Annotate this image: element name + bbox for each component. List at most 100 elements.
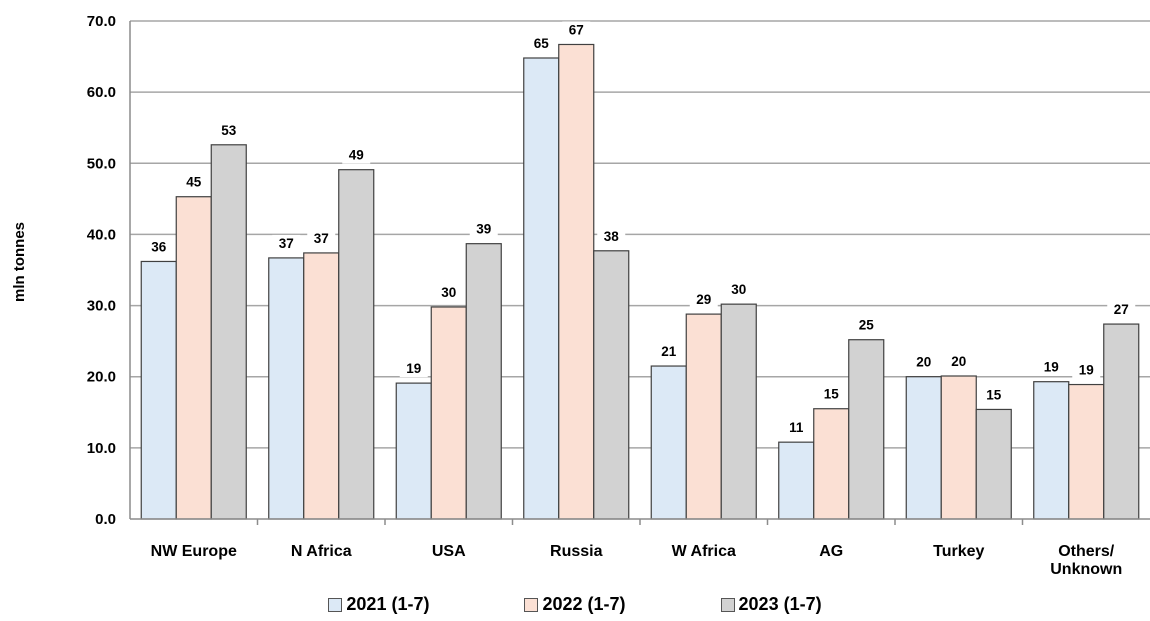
data-label-bg: [527, 34, 556, 52]
legend-label: 2021 (1-7): [346, 594, 430, 614]
data-label: 20: [951, 354, 966, 369]
data-label-bg: [342, 146, 371, 164]
bar: [338, 169, 375, 520]
bar: [813, 408, 850, 520]
legend-item: 2023 (1-7): [720, 594, 822, 615]
legend-item: 2022 (1-7): [524, 594, 626, 615]
y-tick-label: 20.0: [87, 369, 116, 386]
data-label-bg: [1107, 301, 1136, 319]
data-label-bg: [909, 353, 938, 371]
data-label-bg: [782, 419, 811, 437]
legend: 2021 (1-7) 2022 (1-7) 2023 (1-7): [0, 594, 1150, 615]
data-label: 11: [789, 420, 804, 435]
x-tick-label: N Africa: [291, 543, 352, 560]
bar: [778, 441, 815, 520]
x-tick-label: W Africa: [672, 543, 736, 560]
bar: [848, 339, 885, 520]
data-label: 19: [1044, 360, 1059, 375]
data-label-bg: [214, 121, 243, 139]
data-label: 19: [1079, 363, 1094, 378]
bar: [975, 408, 1012, 520]
legend-swatch: [720, 597, 735, 612]
bar: [523, 57, 560, 520]
data-label: 30: [441, 285, 456, 300]
y-tick-label: 60.0: [87, 84, 116, 101]
data-label: 65: [534, 36, 550, 51]
bar: [685, 313, 722, 520]
bar: [650, 365, 687, 520]
data-label: 45: [186, 175, 202, 190]
data-label: 21: [661, 344, 677, 359]
y-tick-label: 40.0: [87, 226, 116, 243]
data-label-bg: [399, 360, 428, 378]
data-label-bg: [689, 291, 718, 309]
y-axis-label: mln tonnes: [11, 222, 28, 302]
y-tick-label: 70.0: [87, 13, 116, 30]
bar: [395, 382, 432, 520]
x-tick-label: NW Europe: [151, 543, 237, 560]
data-label: 38: [604, 229, 620, 244]
data-label-bg: [272, 234, 301, 252]
y-tick-label: 30.0: [87, 298, 116, 315]
data-label: 53: [221, 123, 237, 138]
data-label-bg: [944, 353, 973, 371]
data-label: 15: [824, 387, 840, 402]
data-label-bg: [1037, 358, 1066, 376]
legend-label: 2023 (1-7): [738, 594, 822, 614]
data-label: 15: [986, 387, 1002, 402]
bar: [268, 257, 305, 520]
data-label-bg: [1072, 361, 1101, 379]
data-label: 37: [279, 236, 294, 251]
x-tick-label: USA: [432, 543, 466, 560]
bar: [905, 376, 942, 520]
bar: [1103, 323, 1140, 520]
legend-label: 2022 (1-7): [542, 594, 626, 614]
data-label: 30: [731, 282, 746, 297]
bar: [175, 196, 212, 520]
legend-swatch: [524, 597, 539, 612]
bar: [1033, 381, 1070, 520]
x-tick-label: AG: [819, 543, 843, 560]
data-label-bg: [654, 343, 683, 361]
y-tick-label: 50.0: [87, 155, 116, 172]
data-label: 25: [859, 318, 875, 333]
data-label-bg: [179, 173, 208, 191]
data-label-bg: [144, 238, 173, 256]
x-tick-label: Others/: [1058, 543, 1115, 560]
data-label: 27: [1114, 302, 1129, 317]
bar: [940, 375, 977, 520]
data-label-bg: [724, 281, 753, 299]
data-label: 20: [916, 355, 931, 370]
data-label-bg: [597, 227, 626, 245]
data-label: 49: [349, 148, 364, 163]
data-label: 19: [406, 361, 421, 376]
bar: [210, 144, 247, 520]
x-tick-label: Unknown: [1050, 561, 1122, 578]
data-label: 39: [476, 222, 491, 237]
bar: [140, 260, 177, 520]
legend-item: 2021 (1-7): [328, 594, 429, 615]
data-label-bg: [307, 229, 336, 247]
data-label: 36: [151, 239, 167, 254]
data-label: 67: [569, 22, 584, 37]
bar: [430, 306, 467, 520]
data-label-bg: [979, 386, 1008, 404]
bar-chart: mln tonnes 36 45 53 37 37 49 19 30 39 65 67 38 21 29 3…: [11, 13, 1150, 578]
data-label: 37: [314, 231, 329, 246]
y-tick-label: 10.0: [87, 440, 116, 457]
data-label-bg: [562, 21, 591, 39]
y-tick-label: 0.0: [95, 511, 116, 528]
data-label-bg: [817, 385, 846, 403]
legend-swatch: [328, 597, 343, 612]
x-tick-label: Russia: [550, 543, 603, 560]
bar: [558, 43, 595, 520]
x-tick-label: Turkey: [933, 543, 984, 560]
data-label-bg: [434, 283, 463, 301]
bar: [303, 252, 340, 520]
data-label-bg: [469, 220, 498, 238]
bar: [465, 243, 502, 520]
bar: [1068, 383, 1105, 520]
data-label-bg: [852, 316, 881, 334]
bar: [593, 250, 630, 520]
data-label: 29: [696, 292, 711, 307]
